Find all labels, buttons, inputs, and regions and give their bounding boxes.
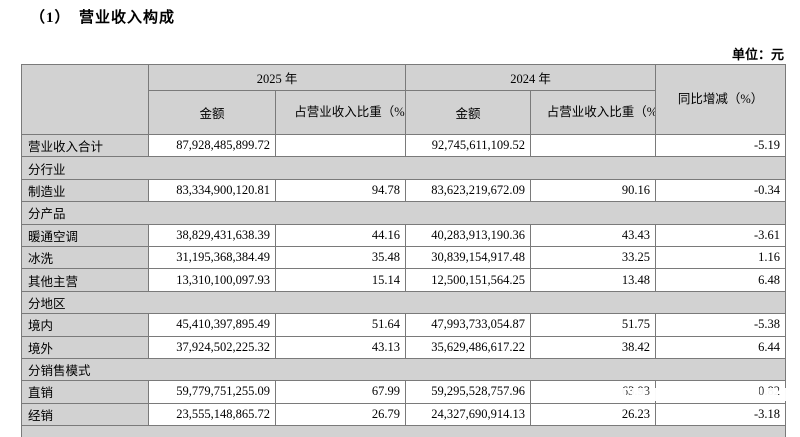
section-row: 分销售模式 bbox=[20, 357, 787, 382]
pct-2024-header: 占营业收入比重（%） bbox=[530, 90, 657, 135]
row-label-cell: 制造业 bbox=[21, 178, 149, 203]
table-row: 暖通空调 38,829,431,638.39 44.16 40,283,913,190… bbox=[21, 223, 787, 247]
amount-2024-cell: 83,623,219,672.09 bbox=[405, 178, 532, 203]
row-label-cell: 境内 bbox=[21, 313, 149, 337]
section-label bbox=[20, 425, 787, 437]
table-row: 冰洗 31,195,368,384.49 35.48 30,839,154,917.4… bbox=[21, 245, 787, 270]
row-label-cell: 经销 bbox=[21, 402, 149, 427]
row-label-cell: 其他主营 bbox=[21, 268, 149, 292]
amount-2024-cell: 40,283,913,190.36 bbox=[405, 223, 532, 247]
table-row: 境外 37,924,502,225.32 43.13 35,629,486,617.2… bbox=[21, 335, 787, 359]
row-label-cell: 境外 bbox=[21, 335, 149, 359]
amount-2025-cell: 31,195,368,384.49 bbox=[148, 245, 276, 270]
page-title: （1） 营业收入构成 bbox=[30, 10, 176, 26]
row-label-cell: 营业收入合计 bbox=[21, 133, 149, 158]
pct-2024-cell: 33.25 bbox=[530, 245, 657, 270]
revenue-composition-table: 2025 年 2024 年 同比增减（%） 金额 占营业收入比重（%） 金额 占… bbox=[20, 64, 787, 437]
pct-2025-cell: 43.13 bbox=[274, 335, 407, 359]
pct-2025-header: 占营业收入比重（%） bbox=[274, 90, 407, 135]
pct-2025-cell: 51.64 bbox=[274, 313, 407, 337]
pct-2025-cell: 44.16 bbox=[274, 223, 407, 247]
year-2024-header: 2024 年 bbox=[405, 64, 657, 91]
pct-2024-cell: 38.42 bbox=[530, 335, 657, 359]
amount-2025-header: 金额 bbox=[148, 90, 276, 135]
pct-2024-cell: 90.16 bbox=[530, 178, 657, 203]
amount-2025-cell: 45,410,397,895.49 bbox=[148, 313, 276, 337]
pct-2024-cell: 51.75 bbox=[530, 313, 657, 337]
yoy-cell: -3.18 bbox=[655, 402, 787, 427]
pct-2024-cell: 13.48 bbox=[530, 268, 657, 292]
amount-2025-cell: 87,928,485,899.72 bbox=[148, 133, 276, 158]
pct-2025-cell: 26.79 bbox=[274, 402, 407, 427]
amount-2025-cell: 23,555,148,865.72 bbox=[148, 402, 276, 427]
amount-2024-header: 金额 bbox=[405, 90, 532, 135]
pct-2024-cell: 63.93 bbox=[530, 380, 657, 404]
section-label: 分地区 bbox=[20, 290, 787, 315]
row-label-cell: 直销 bbox=[21, 380, 149, 404]
pct-2024-cell bbox=[530, 133, 657, 158]
yoy-cell: -3.61 bbox=[655, 223, 787, 247]
pct-2024-cell: 26.23 bbox=[530, 402, 657, 427]
amount-2025-cell: 38,829,431,638.39 bbox=[148, 223, 276, 247]
yoy-header-label: 同比增减（%） bbox=[677, 92, 764, 107]
table-row: 境内 45,410,397,895.49 51.64 47,993,733,054.8… bbox=[21, 313, 787, 337]
table-row: 其他主营 13,310,100,097.93 15.14 12,500,151,564… bbox=[21, 268, 787, 292]
section-label: 分产品 bbox=[20, 201, 787, 225]
amount-2024-cell: 35,629,486,617.22 bbox=[405, 335, 532, 359]
pct-2025-header-label: 占营业收入比重（%） bbox=[294, 105, 406, 120]
amount-2025-cell: 37,924,502,225.32 bbox=[148, 335, 276, 359]
section-label: 分行业 bbox=[20, 156, 787, 180]
yoy-cell: -5.19 bbox=[655, 133, 787, 158]
section-row bbox=[20, 425, 787, 437]
section-label: 分销售模式 bbox=[20, 357, 787, 382]
yoy-cell: 1.16 bbox=[655, 245, 787, 270]
section-row: 分地区 bbox=[20, 290, 787, 315]
yoy-cell: 6.48 bbox=[655, 268, 787, 292]
pct-2024-cell: 43.43 bbox=[530, 223, 657, 247]
pct-2025-cell: 67.99 bbox=[274, 380, 407, 404]
table-row: 经销 23,555,148,865.72 26.79 24,327,690,914.1… bbox=[21, 402, 787, 427]
amount-2024-cell: 47,993,733,054.87 bbox=[405, 313, 532, 337]
yoy-cell: -0.34 bbox=[655, 178, 787, 203]
table-row: 制造业 83,334,900,120.81 94.78 83,623,219,672.… bbox=[21, 178, 787, 203]
yoy-header: 同比增减（%） bbox=[655, 64, 787, 135]
amount-2024-cell: 59,295,528,757.96 bbox=[405, 380, 532, 404]
amount-2024-cell: 30,839,154,917.48 bbox=[405, 245, 532, 270]
amount-2024-cell: 12,500,151,564.25 bbox=[405, 268, 532, 292]
row-label-cell: 暖通空调 bbox=[21, 223, 149, 247]
pct-2025-cell: 35.48 bbox=[274, 245, 407, 270]
pct-2024-header-label: 占营业收入比重（%） bbox=[546, 105, 655, 120]
pct-2025-cell: 94.78 bbox=[274, 178, 407, 203]
row-label-cell: 冰洗 bbox=[21, 245, 149, 270]
yoy-cell: -5.38 bbox=[655, 313, 787, 337]
amount-2024-cell: 24,327,690,914.13 bbox=[405, 402, 532, 427]
pct-2025-cell: 15.14 bbox=[274, 268, 407, 292]
unit-label: 单位：元 bbox=[731, 47, 784, 62]
table-row: 营业收入合计 87,928,485,899.72 92,745,611,109.52… bbox=[21, 133, 787, 158]
section-row: 分行业 bbox=[20, 156, 787, 180]
table-row: 直销 59,779,751,255.09 67.99 59,295,528,757.9… bbox=[21, 380, 787, 404]
yoy-cell: 6.44 bbox=[655, 335, 787, 359]
corner-header-cell bbox=[21, 64, 149, 135]
yoy-cell: 0.82 bbox=[655, 380, 787, 404]
amount-2025-cell: 83,334,900,120.81 bbox=[148, 178, 276, 203]
year-2025-header: 2025 年 bbox=[147, 64, 407, 91]
amount-2025-cell: 13,310,100,097.93 bbox=[148, 268, 276, 292]
pct-2025-cell bbox=[274, 133, 407, 158]
section-row: 分产品 bbox=[20, 201, 787, 225]
amount-2025-cell: 59,779,751,255.09 bbox=[148, 380, 276, 404]
amount-2024-cell: 92,745,611,109.52 bbox=[405, 133, 532, 158]
